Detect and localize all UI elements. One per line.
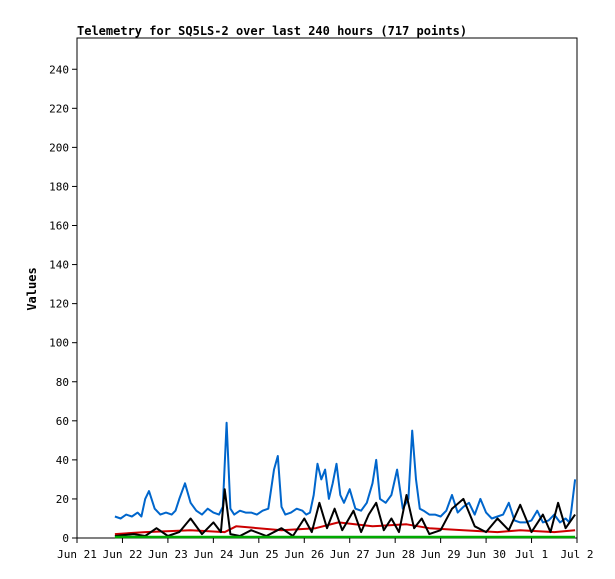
y-tick-label: 160 bbox=[49, 220, 69, 233]
y-tick-label: 180 bbox=[49, 180, 69, 193]
x-tick-label: Jul 2 bbox=[560, 548, 593, 561]
x-tick-label: Jun 25 bbox=[239, 548, 279, 561]
series-line-3 bbox=[114, 488, 576, 537]
x-axis: Jun 21 Jun 22 Jun 23 Jun 24 Jun 25 Jun 26 Jun … bbox=[57, 538, 594, 561]
x-tick-label: Jul 1 bbox=[515, 548, 548, 561]
plot-frame bbox=[76, 37, 578, 539]
y-axis-label: Values bbox=[25, 267, 39, 310]
x-tick-label: Jun 27 bbox=[330, 548, 370, 561]
y-tick-label: 140 bbox=[49, 259, 69, 272]
x-tick-label: Jun 30 bbox=[466, 548, 506, 561]
x-tick-label: Jun 29 bbox=[421, 548, 461, 561]
y-tick-label: 120 bbox=[49, 298, 69, 311]
x-tick-label: Jun 21 bbox=[57, 548, 97, 561]
y-tick-label: 60 bbox=[56, 415, 69, 428]
x-tick-label: Jun 26 bbox=[284, 548, 324, 561]
y-axis: 0 20 40 60 80 100 120 140 160 180 200 220 240 bbox=[49, 63, 77, 545]
y-tick-label: 240 bbox=[49, 63, 69, 76]
chart-title: Telemetry for SQ5LS-2 over last 240 hour… bbox=[77, 24, 467, 38]
y-tick-label: 0 bbox=[62, 532, 69, 545]
y-tick-label: 200 bbox=[49, 141, 69, 154]
y-tick-label: 100 bbox=[49, 337, 69, 350]
x-tick-label: Jun 22 bbox=[103, 548, 143, 561]
series-layer bbox=[114, 421, 577, 539]
y-tick-label: 80 bbox=[56, 376, 69, 389]
y-tick-label: 40 bbox=[56, 454, 69, 467]
y-tick-label: 20 bbox=[56, 493, 69, 506]
x-tick-label: Jun 23 bbox=[148, 548, 188, 561]
series-line-1 bbox=[114, 421, 577, 524]
x-tick-label: Jun 28 bbox=[375, 548, 415, 561]
y-tick-label: 220 bbox=[49, 102, 69, 115]
x-tick-label: Jun 24 bbox=[193, 548, 233, 561]
